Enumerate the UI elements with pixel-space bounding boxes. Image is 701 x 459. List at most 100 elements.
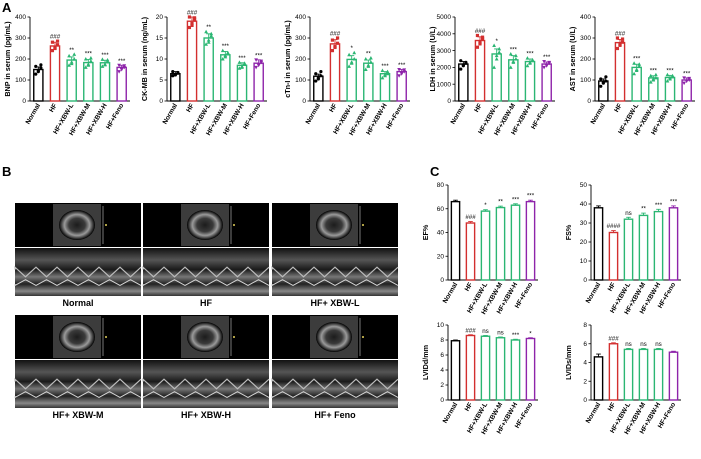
echo-wall-trace [142, 265, 270, 278]
data-point [475, 33, 480, 38]
data-point [67, 53, 71, 58]
bar [510, 204, 521, 281]
y-tick-label: 4 [440, 367, 444, 374]
data-point [654, 72, 658, 77]
y-tick-label: 4 [583, 360, 587, 367]
significance-label: *** [398, 62, 406, 69]
bar [49, 45, 61, 102]
data-point [615, 46, 620, 51]
data-point [492, 43, 496, 48]
data-point [105, 58, 110, 62]
echo-wall-trace [142, 279, 270, 287]
y-tick-label: 200 [295, 56, 306, 63]
category-label: Normal [25, 102, 43, 125]
significance-label: *** [543, 54, 551, 61]
data-point [220, 57, 225, 61]
y-tick-label: 300 [295, 35, 306, 42]
data-point [637, 64, 642, 68]
bar [541, 63, 552, 102]
y-tick-label: 200 [580, 56, 591, 63]
data-point [226, 51, 230, 56]
echo-mmode-sweep [15, 248, 141, 296]
y-axis-label: CK-MB in serum (ng/mL) [140, 16, 149, 101]
data-point [209, 33, 214, 38]
data-point [369, 55, 373, 60]
data-point [242, 61, 247, 65]
y-tick-label: 0 [447, 98, 451, 105]
data-point [615, 36, 620, 40]
data-point [117, 63, 121, 68]
y-tick-label: 0 [302, 98, 306, 105]
data-point [397, 68, 401, 72]
data-point [316, 77, 320, 81]
y-tick-label: 2 [583, 378, 587, 385]
data-point [335, 41, 340, 45]
significance-label: *** [670, 198, 678, 205]
data-point [36, 70, 40, 74]
data-point [547, 60, 552, 65]
data-point [514, 53, 518, 58]
y-tick-label: 20 [437, 253, 445, 260]
category-label: Normal [590, 102, 608, 125]
bar [203, 37, 214, 102]
significance-label: ### [465, 214, 476, 221]
chart-lvidd: 0246810LVIDd/mmNormal###HFnsHF+XBW-LnsHF… [421, 322, 538, 436]
significance-label: *** [255, 52, 263, 59]
echo-marker [233, 224, 235, 226]
data-point [319, 70, 323, 74]
category-label: HF [607, 402, 617, 413]
y-tick-label: 100 [295, 77, 306, 84]
data-point [492, 65, 496, 69]
bar [638, 214, 649, 281]
y-tick-label: 40 [580, 201, 588, 208]
data-point [687, 76, 692, 81]
significance-label: ### [330, 31, 341, 38]
data-point [599, 77, 603, 81]
y-tick-label: 8 [440, 337, 444, 344]
category-label: Normal [585, 281, 603, 304]
data-point [254, 65, 258, 70]
data-point [654, 75, 658, 80]
data-point [171, 74, 175, 78]
data-point [475, 45, 480, 49]
data-point [39, 63, 43, 67]
echo-marker [362, 336, 364, 338]
data-point [89, 59, 93, 63]
y-tick-label: 6 [440, 352, 444, 359]
bar [508, 59, 519, 102]
data-point [461, 63, 465, 67]
bar [465, 222, 476, 281]
echo-marker [233, 336, 235, 338]
bar [623, 348, 634, 401]
data-point [352, 50, 357, 55]
data-point [50, 40, 55, 44]
data-point [34, 64, 38, 68]
bar [236, 64, 248, 102]
echo-mmode-sweep [272, 360, 398, 408]
data-point [459, 59, 463, 63]
category-label: HF [613, 103, 623, 114]
data-point [670, 73, 675, 78]
panel-label-a: A [2, 0, 12, 15]
echo-wall-trace [14, 279, 142, 287]
bar [329, 43, 341, 102]
y-tick-label: 6 [583, 341, 587, 348]
echo-wall-trace [142, 377, 270, 390]
data-point [119, 66, 124, 71]
data-point [511, 59, 516, 64]
data-point [668, 75, 672, 80]
y-axis-label: AST in serum (U/L) [568, 26, 577, 91]
data-point [190, 21, 194, 25]
data-point [206, 40, 211, 44]
data-point [67, 63, 71, 67]
y-axis-label: BNP in serum (pg/mL) [3, 21, 12, 97]
echo-mmode-sweep [272, 248, 398, 296]
bar [491, 53, 502, 102]
y-tick-label: 10 [437, 322, 445, 329]
data-point [369, 60, 373, 64]
data-point [171, 70, 175, 74]
